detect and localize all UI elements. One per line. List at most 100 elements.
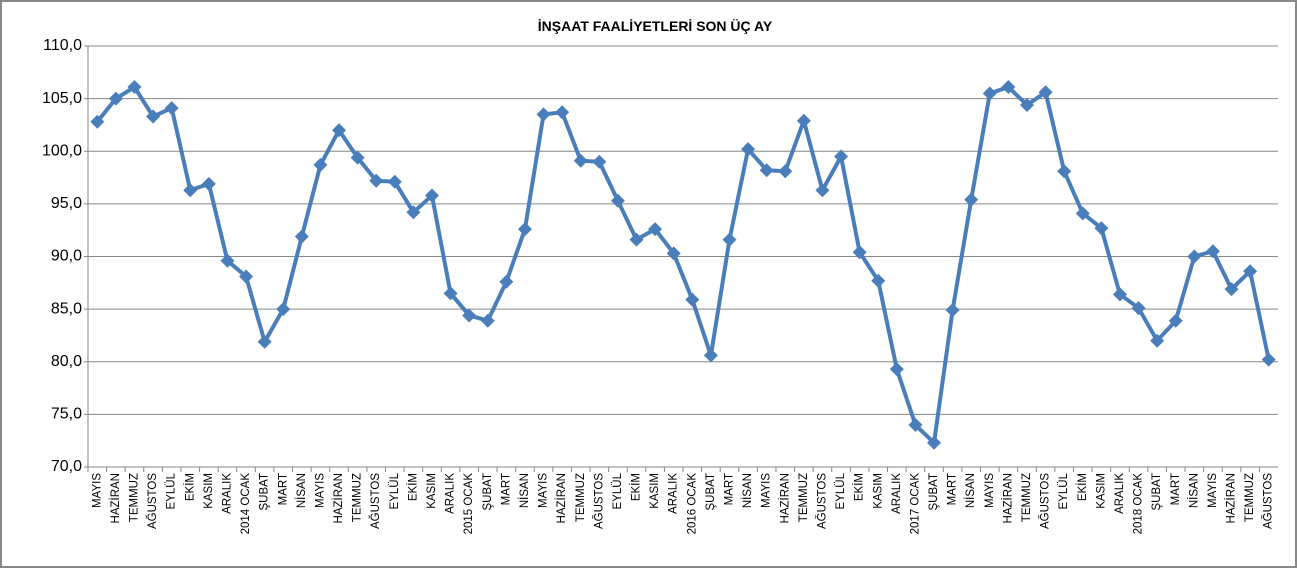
marker <box>1112 287 1127 302</box>
marker <box>945 303 960 318</box>
marker <box>871 273 886 288</box>
marker <box>443 286 458 301</box>
x-tick-label: AĞUSTOS <box>369 473 382 529</box>
x-tick-label: 2016 OCAK <box>686 473 698 535</box>
x-tick-label: 2018 OCAK <box>1133 473 1145 535</box>
y-tick-label: 110,0 <box>43 37 82 54</box>
x-tick-label: TEMMUZ <box>1021 473 1033 522</box>
marker <box>648 222 663 237</box>
x-tick-label: EKİM <box>406 473 419 501</box>
x-tick-label: EYLÜL <box>612 472 624 509</box>
x-tick-label: NİSAN <box>295 473 308 508</box>
y-tick-label: 95,0 <box>51 195 82 212</box>
x-tick-label: TEMMUZ <box>1244 473 1256 522</box>
x-tick-label: HAZİRAN <box>778 473 791 523</box>
y-tick-label: 70,0 <box>51 458 82 475</box>
x-tick-label: AĞUSTOS <box>592 473 605 529</box>
marker <box>759 163 774 178</box>
marker <box>462 308 477 323</box>
marker <box>536 107 551 122</box>
y-tick-label: 75,0 <box>51 406 82 423</box>
marker <box>146 109 161 124</box>
marker <box>480 313 495 328</box>
marker <box>1168 313 1183 328</box>
x-tick-label: MAYIS <box>314 473 326 508</box>
marker <box>108 91 123 106</box>
x-tick-label: HAZİRAN <box>109 473 122 523</box>
marker <box>350 150 365 165</box>
marker <box>1038 85 1053 100</box>
marker <box>852 245 867 260</box>
y-tick-label: 90,0 <box>51 248 82 265</box>
x-tick-label: EKİM <box>1076 473 1089 501</box>
x-tick-label: KASIM <box>1095 473 1107 509</box>
marker <box>685 292 700 307</box>
marker <box>610 193 625 208</box>
x-tick-label: HAZİRAN <box>332 473 345 523</box>
marker <box>1094 221 1109 236</box>
x-tick-label: ŞUBAT <box>928 473 940 511</box>
marker <box>778 164 793 179</box>
x-tick-label: KASIM <box>872 473 884 509</box>
x-tick-label: MART <box>500 473 512 505</box>
x-tick-label: HAZİRAN <box>1225 473 1238 523</box>
marker <box>239 269 254 284</box>
marker <box>1019 97 1034 112</box>
x-tick-label: EYLÜL <box>166 472 178 509</box>
x-tick-label: ŞUBAT <box>482 473 494 511</box>
x-tick-label: NİSAN <box>741 473 754 508</box>
marker <box>387 174 402 189</box>
x-tick-label: ARALIK <box>1114 473 1126 514</box>
x-tick-label: HAZİRAN <box>1001 473 1014 523</box>
x-tick-label: MAYIS <box>538 473 550 508</box>
y-tick-label: 100,0 <box>42 142 82 159</box>
x-tick-label: MART <box>724 473 736 505</box>
marker <box>90 114 105 129</box>
x-tick-label: AĞUSTOS <box>1262 473 1275 529</box>
x-tick-label: KASIM <box>649 473 661 509</box>
marker <box>573 153 588 168</box>
marker <box>1001 80 1016 95</box>
marker <box>927 435 942 450</box>
x-tick-label: KASIM <box>426 473 438 509</box>
chart-title: İNŞAAT FAALİYETLERİ SON ÜÇ AY <box>538 18 773 34</box>
x-tick-label: AĞUSTOS <box>1039 473 1052 529</box>
x-tick-label: MART <box>277 473 289 505</box>
x-tick-label: 2014 OCAK <box>240 473 252 535</box>
marker <box>741 142 756 157</box>
x-tick-label: EKİM <box>853 473 866 501</box>
x-tick-label: NİSAN <box>964 473 977 508</box>
x-tick-label: EYLÜL <box>1058 472 1070 509</box>
marker <box>964 192 979 207</box>
x-tick-label: MAYIS <box>1207 473 1219 508</box>
marker <box>220 253 235 268</box>
marker <box>555 105 570 120</box>
marker <box>834 149 849 164</box>
marker <box>722 232 737 247</box>
x-tick-label: AĞUSTOS <box>815 473 828 529</box>
marker <box>294 229 309 244</box>
marker <box>1057 164 1072 179</box>
marker <box>332 123 347 138</box>
y-tick-label: 80,0 <box>51 353 82 370</box>
marker <box>1075 206 1090 221</box>
marker <box>1224 282 1239 297</box>
marker <box>629 232 644 247</box>
x-tick-label: TEMMUZ <box>352 473 364 522</box>
x-tick-label: EYLÜL <box>389 472 401 509</box>
marker <box>982 86 997 101</box>
x-tick-label: NİSAN <box>1187 473 1200 508</box>
x-tick-label: EKİM <box>183 473 196 501</box>
x-tick-label: TEMMUZ <box>798 473 810 522</box>
marker <box>183 183 198 198</box>
line <box>95 85 1271 445</box>
x-tick-label: TEMMUZ <box>129 473 141 522</box>
x-tick-label: ARALIK <box>221 473 233 514</box>
marker <box>424 188 439 203</box>
marker <box>257 334 272 349</box>
x-tick-label: ŞUBAT <box>705 473 717 511</box>
x-tick-label: EKİM <box>630 473 643 501</box>
marker <box>1131 301 1146 316</box>
x-tick-label: NİSAN <box>518 473 531 508</box>
marker <box>517 222 532 237</box>
